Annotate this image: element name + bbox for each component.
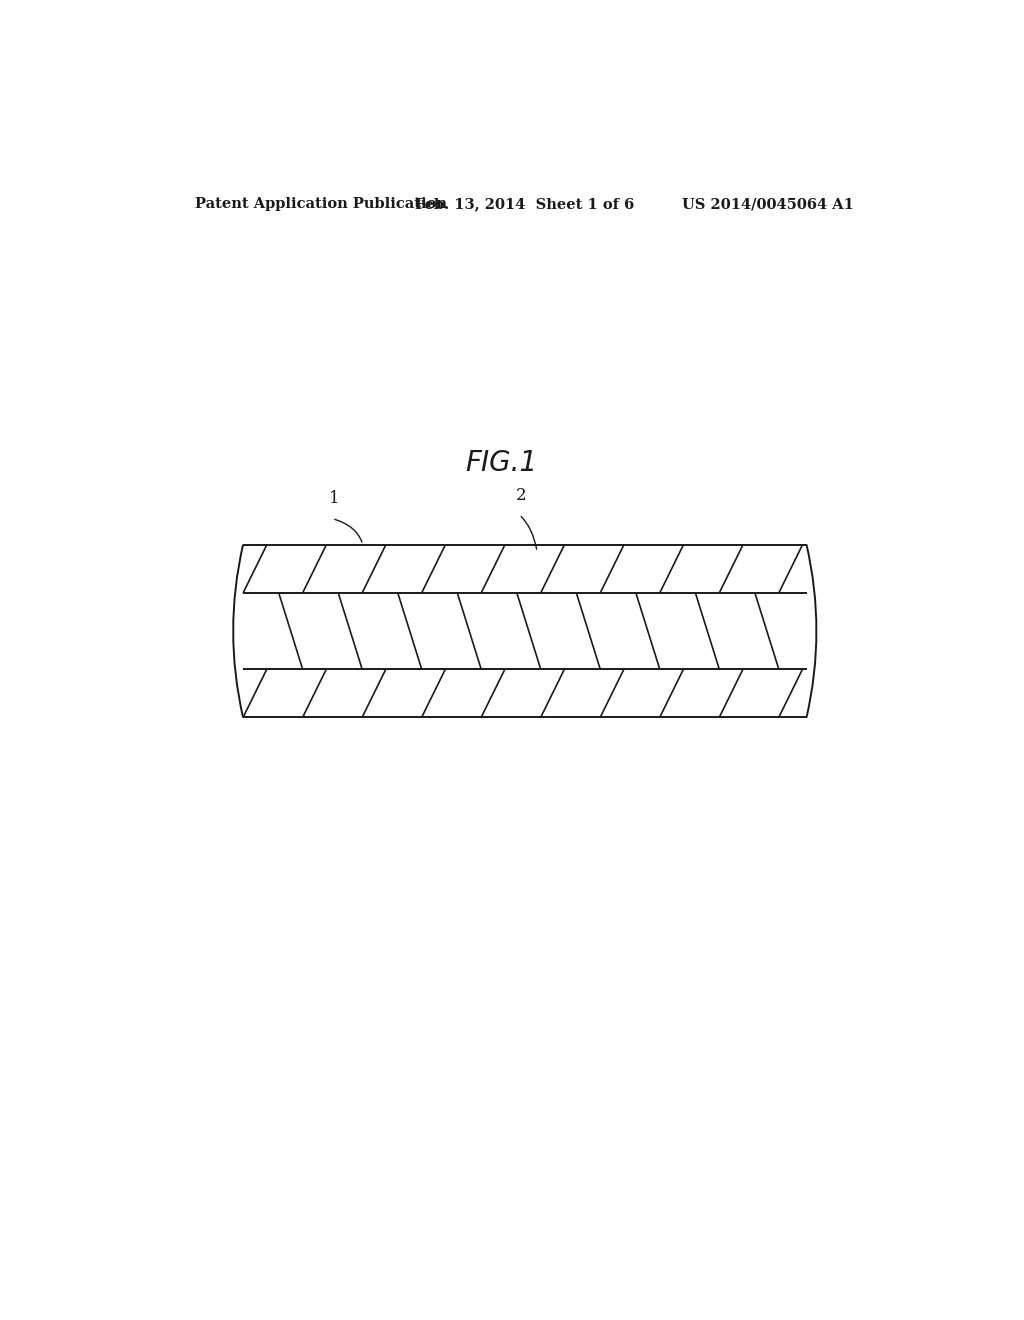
Text: Patent Application Publication: Patent Application Publication — [196, 197, 447, 211]
Text: Feb. 13, 2014  Sheet 1 of 6: Feb. 13, 2014 Sheet 1 of 6 — [415, 197, 635, 211]
Text: US 2014/0045064 A1: US 2014/0045064 A1 — [682, 197, 854, 211]
Text: FIG.1: FIG.1 — [465, 449, 537, 478]
Text: 1: 1 — [329, 490, 340, 507]
Text: 2: 2 — [515, 487, 526, 504]
